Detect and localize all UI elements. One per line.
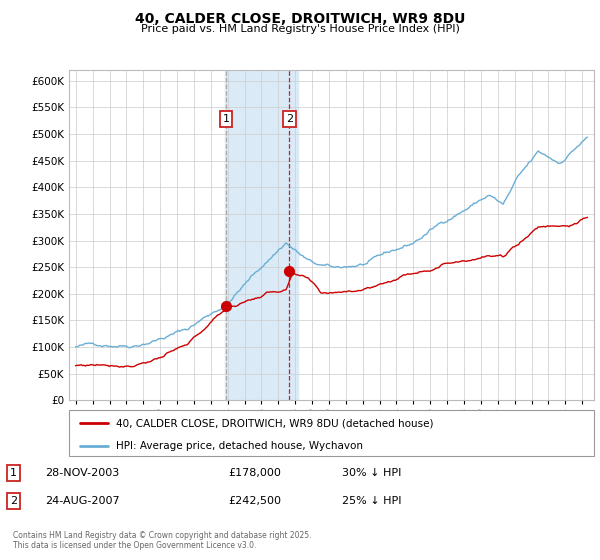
Text: £242,500: £242,500 [228,496,281,506]
Text: 40, CALDER CLOSE, DROITWICH, WR9 8DU: 40, CALDER CLOSE, DROITWICH, WR9 8DU [135,12,465,26]
Text: 25% ↓ HPI: 25% ↓ HPI [342,496,401,506]
Text: 24-AUG-2007: 24-AUG-2007 [45,496,119,506]
Text: 1: 1 [223,114,229,124]
Text: 40, CALDER CLOSE, DROITWICH, WR9 8DU (detached house): 40, CALDER CLOSE, DROITWICH, WR9 8DU (de… [116,418,434,428]
Text: 28-NOV-2003: 28-NOV-2003 [45,468,119,478]
Text: 30% ↓ HPI: 30% ↓ HPI [342,468,401,478]
FancyBboxPatch shape [69,410,594,456]
Text: Price paid vs. HM Land Registry's House Price Index (HPI): Price paid vs. HM Land Registry's House … [140,24,460,34]
Text: Contains HM Land Registry data © Crown copyright and database right 2025.
This d: Contains HM Land Registry data © Crown c… [13,531,312,550]
Text: 1: 1 [10,468,17,478]
Text: 2: 2 [286,114,293,124]
Bar [225,70,298,400]
Text: £178,000: £178,000 [228,468,281,478]
Text: 2: 2 [10,496,17,506]
Text: HPI: Average price, detached house, Wychavon: HPI: Average price, detached house, Wych… [116,441,363,451]
